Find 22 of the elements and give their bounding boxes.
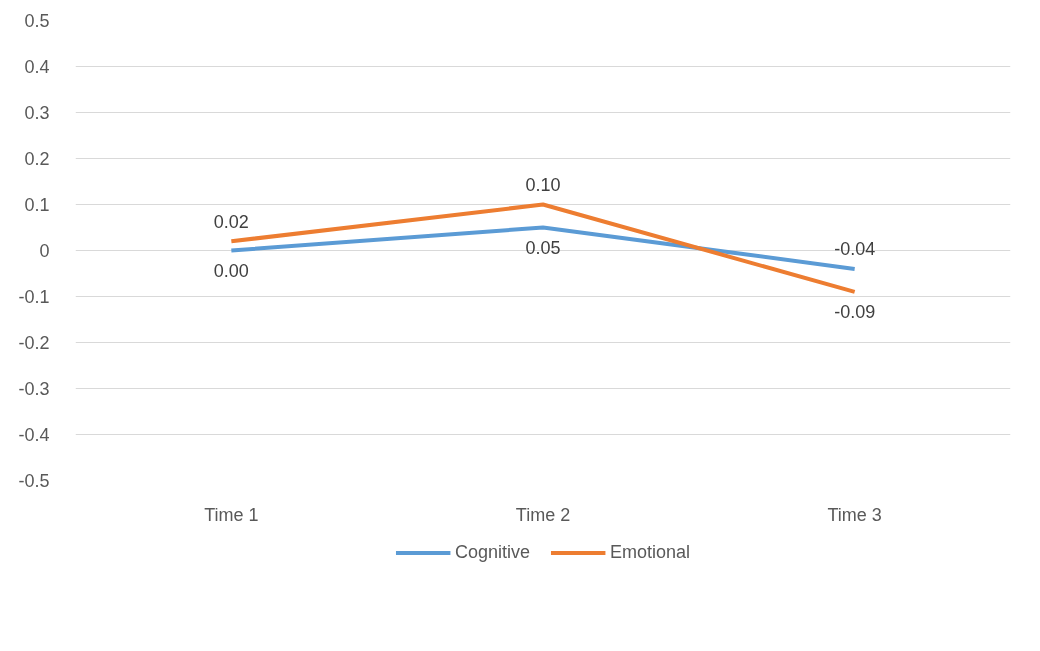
y-tick-label: 0.5: [24, 11, 50, 31]
y-tick-label: 0.3: [24, 103, 50, 123]
y-tick-label: 0.4: [24, 57, 50, 77]
data-label: 0.00: [213, 261, 249, 281]
y-tick-label: 0.1: [24, 195, 50, 215]
x-tick-label: Time 3: [827, 504, 882, 525]
y-tick-label: -0.2: [18, 333, 50, 353]
y-tick-label: -0.5: [18, 471, 50, 491]
data-label: 0.10: [525, 175, 561, 195]
y-tick-label: 0: [39, 241, 50, 261]
legend-label: Emotional: [610, 541, 691, 563]
y-tick-label: -0.3: [18, 379, 50, 399]
x-tick-label: Time 1: [204, 504, 259, 525]
y-tick-label: -0.4: [18, 425, 50, 445]
data-label: 0.05: [525, 238, 561, 258]
x-tick-label: Time 2: [515, 504, 571, 525]
data-label: -0.04: [834, 239, 876, 260]
data-label: -0.09: [834, 302, 876, 323]
legend-label: Cognitive: [454, 541, 530, 563]
y-tick-label: 0.2: [24, 149, 50, 169]
y-tick-label: -0.1: [18, 287, 50, 307]
data-label: 0.02: [213, 211, 249, 232]
